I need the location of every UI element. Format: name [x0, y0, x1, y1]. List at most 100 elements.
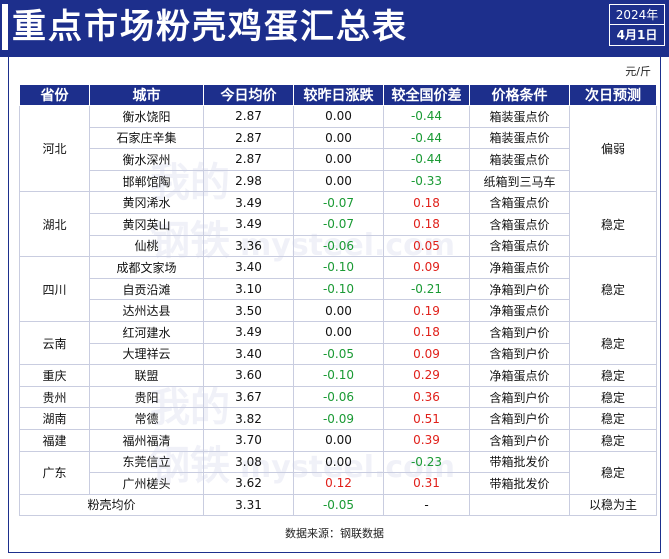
change-cell: 0.00 [293, 299, 384, 322]
province-cell: 河北 [19, 104, 90, 193]
diff-cell: -0.44 [383, 126, 470, 150]
change-cell: -0.06 [293, 385, 384, 409]
city-cell: 常德 [89, 407, 204, 430]
table-row: 四川 成都文家场 3.40 -0.10 0.09 净箱蛋点价 稳定 [19, 256, 657, 322]
diff-cell: 0.09 [383, 342, 470, 366]
diff-cell: 0.51 [383, 407, 470, 430]
change-cell: 0.00 [293, 126, 384, 150]
price-cell: 2.87 [203, 148, 294, 171]
province-cell: 福建 [19, 428, 90, 452]
column-header-diff: 较全国价差 [383, 84, 470, 106]
date-badge: 2024年 4月1日 [609, 4, 665, 46]
city-cell: 成都文家场 [89, 256, 204, 279]
diff-cell: 0.29 [383, 364, 470, 387]
forecast-cell: 稳定 [569, 428, 657, 452]
price-cell: 3.08 [203, 450, 294, 474]
condition-cell: 含箱到户价 [469, 407, 570, 430]
condition-cell: 含箱到户价 [469, 320, 570, 344]
table-row: 达州达县 3.50 0.00 0.19 净箱蛋点价 [20, 299, 657, 322]
condition-cell: 净箱蛋点价 [469, 299, 570, 322]
table-row: 广东 东莞信立 3.08 0.00 -0.23 带箱批发价 稳定 [19, 450, 657, 495]
city-cell: 东莞信立 [89, 450, 204, 474]
price-cell: 3.50 [203, 299, 294, 322]
title-bar: 重点市场粉壳鸡蛋汇总表 2024年 4月1日 [0, 0, 669, 57]
price-cell: 2.98 [203, 169, 294, 193]
city-cell: 大理祥云 [89, 342, 204, 366]
price-cell: 2.87 [203, 105, 294, 128]
forecast-cell: 稳定 [569, 191, 657, 258]
table-row: 湖北 黄冈浠水 3.49 -0.07 0.18 含箱蛋点价 稳定 [19, 191, 657, 258]
table-row: 云南 红河建水 3.49 0.00 0.18 含箱到户价 稳定 [19, 320, 657, 366]
table-row: 衡水深州 2.87 0.00 -0.44 箱装蛋点价 [20, 148, 657, 171]
city-cell: 邯郸馆陶 [89, 169, 204, 193]
city-cell: 黄冈浠水 [89, 191, 204, 214]
change-cell: -0.10 [293, 277, 384, 301]
condition-cell: 含箱蛋点价 [469, 234, 570, 258]
diff-cell: -0.44 [383, 105, 470, 128]
condition-cell: 箱装蛋点价 [469, 105, 570, 128]
forecast-cell: 稳定 [569, 407, 657, 430]
forecast-cell: 偏弱 [569, 104, 657, 193]
diff-cell: 0.39 [383, 428, 470, 452]
diff-cell: 0.31 [383, 472, 470, 495]
table-row: 石家庄辛集 2.87 0.00 -0.44 箱装蛋点价 [20, 126, 657, 150]
city-cell: 红河建水 [89, 320, 204, 344]
city-cell: 衡水深州 [89, 148, 204, 171]
change-cell: 0.00 [293, 450, 384, 474]
title-accent-bar [2, 4, 8, 50]
summary-label: 粉壳均价 [19, 493, 204, 517]
data-source: 数据来源：钢联数据 [285, 527, 384, 540]
city-cell: 石家庄辛集 [89, 126, 204, 150]
diff-cell: -0.44 [383, 148, 470, 171]
table-row: 福建 福州福清 3.70 0.00 0.39 含箱到户价 稳定 [19, 428, 657, 452]
summary-row: 粉壳均价 3.31 -0.05 - 以稳为主 [19, 493, 657, 517]
price-cell: 3.60 [203, 364, 294, 387]
change-cell: 0.00 [293, 320, 384, 344]
province-cell: 贵州 [19, 385, 90, 409]
change-cell: -0.10 [293, 256, 384, 279]
condition-cell: 净箱蛋点价 [469, 364, 570, 387]
forecast-cell: 稳定 [569, 450, 657, 495]
price-cell: 2.87 [203, 126, 294, 150]
condition-cell: 含箱蛋点价 [469, 212, 570, 236]
price-cell: 3.67 [203, 385, 294, 409]
summary-diff: - [383, 493, 470, 517]
condition-cell: 纸箱到三马车 [469, 169, 570, 193]
forecast-cell: 稳定 [569, 256, 657, 322]
price-cell: 3.62 [203, 472, 294, 495]
column-header-price: 今日均价 [203, 84, 294, 106]
city-cell: 黄冈英山 [89, 212, 204, 236]
condition-cell: 带箱批发价 [469, 472, 570, 495]
table-row: 河北 衡水饶阳 2.87 0.00 -0.44 箱装蛋点价 偏弱 [19, 104, 657, 193]
price-cell: 3.49 [203, 191, 294, 214]
table-header-row: 省份 城市 今日均价 较昨日涨跌 较全国价差 价格条件 次日预测 [19, 84, 657, 106]
province-cell: 四川 [19, 256, 90, 322]
table-row: 广州槎头 3.62 0.12 0.31 带箱批发价 [20, 472, 657, 495]
city-cell: 自贡沿滩 [89, 277, 204, 301]
condition-cell: 含箱到户价 [469, 428, 570, 452]
condition-cell: 含箱蛋点价 [469, 191, 570, 214]
table-row: 仙桃 3.36 -0.06 0.05 含箱蛋点价 [20, 234, 657, 258]
column-header-province: 省份 [19, 84, 90, 106]
table-row: 自贡沿滩 3.10 -0.10 -0.21 净箱到户价 [20, 277, 657, 301]
condition-cell: 净箱到户价 [469, 277, 570, 301]
change-cell: -0.05 [293, 342, 384, 366]
price-cell: 3.70 [203, 428, 294, 452]
province-cell: 云南 [19, 320, 90, 366]
diff-cell: 0.18 [383, 191, 470, 214]
diff-cell: -0.23 [383, 450, 470, 474]
condition-cell: 带箱批发价 [469, 450, 570, 474]
city-cell: 福州福清 [89, 428, 204, 452]
forecast-cell: 稳定 [569, 320, 657, 366]
change-cell: -0.06 [293, 234, 384, 258]
city-cell: 贵阳 [89, 385, 204, 409]
diff-cell: 0.36 [383, 385, 470, 409]
forecast-cell: 稳定 [569, 364, 657, 387]
summary-forecast: 以稳为主 [569, 493, 657, 517]
diff-cell: -0.21 [383, 277, 470, 301]
province-cell: 重庆 [19, 364, 90, 387]
table-row: 大理祥云 3.40 -0.05 0.09 含箱到户价 [20, 342, 657, 366]
date-day: 4月1日 [616, 28, 658, 42]
condition-cell: 箱装蛋点价 [469, 126, 570, 150]
summary-price: 3.31 [203, 493, 294, 517]
